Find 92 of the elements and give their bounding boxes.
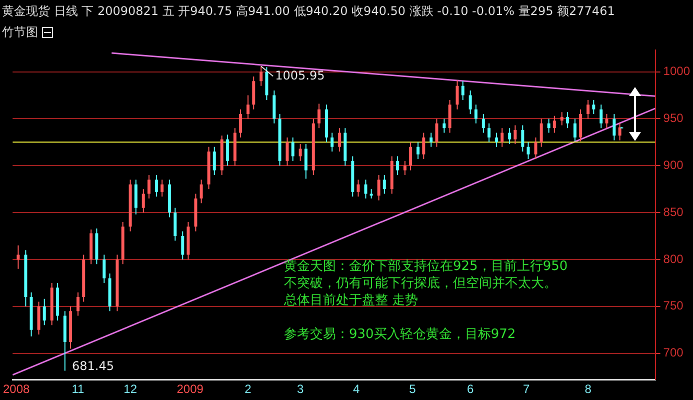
candlestick <box>586 99 590 120</box>
candlestick <box>226 134 229 166</box>
candlestick <box>468 90 472 115</box>
candlestick <box>265 66 268 100</box>
x-tick-label: 12 <box>124 382 138 396</box>
candlestick <box>409 142 412 171</box>
candlestick <box>552 115 556 134</box>
candlestick <box>605 114 608 129</box>
candlestick <box>495 132 498 148</box>
candlestick <box>42 298 46 326</box>
annotation: 黄金天图：金价下部支持位在925，目前上行950 <box>284 258 568 275</box>
candlestick <box>600 104 603 129</box>
candlestick <box>430 132 433 148</box>
candlestick <box>364 179 368 199</box>
annotation: 不突破，仍有可能下行探底，但空间并不太大。 <box>284 275 558 292</box>
annotation: 总体目前处于盘整 走势 <box>284 292 420 309</box>
x-tick-label: 6 <box>467 382 474 396</box>
x-tick-label: 2008 <box>2 382 30 396</box>
x-tick-label: 11 <box>72 382 85 396</box>
candlestick <box>500 128 504 148</box>
candlestick <box>37 301 40 336</box>
candlestick <box>212 146 216 176</box>
candlestick <box>435 118 438 148</box>
candlestick <box>442 118 446 134</box>
candlestick <box>612 114 616 141</box>
chart-subtitle: 竹节图 <box>2 24 38 41</box>
x-tick-label: 7 <box>523 382 530 396</box>
candlestick <box>338 128 342 152</box>
x-tick-label: 8 <box>584 382 592 396</box>
candlestick <box>147 174 150 199</box>
candlestick <box>579 108 582 142</box>
x-tick-label: 2009 <box>176 382 204 396</box>
candlestick <box>318 103 321 129</box>
candlestick <box>200 179 203 204</box>
candlestick <box>396 156 399 176</box>
candlestick <box>592 99 596 115</box>
candlestick <box>482 114 485 134</box>
candlestick <box>16 244 20 270</box>
candlestick <box>356 179 360 198</box>
candlestick <box>134 179 138 215</box>
candlestick <box>461 80 464 100</box>
candlestick <box>448 99 452 134</box>
x-tick-label: 2 <box>244 382 252 396</box>
candlestick <box>298 144 302 162</box>
candlestick <box>181 230 184 260</box>
candlestick <box>174 207 177 242</box>
candlestick <box>540 118 543 148</box>
candlestick <box>382 174 386 194</box>
y-tick-label: 950 <box>663 111 684 126</box>
candlestick <box>102 254 106 284</box>
candlestick <box>246 94 250 120</box>
annotation: 681.45 <box>72 359 114 373</box>
candlestick <box>154 174 158 198</box>
y-tick-label: 900 <box>663 158 684 172</box>
candlestick <box>416 142 420 160</box>
y-tick-label: 700 <box>663 346 684 360</box>
candlestick <box>566 112 569 129</box>
candlestick <box>422 132 426 160</box>
candlestick <box>239 108 242 138</box>
chart-title: 黄金现货 日线 下 20090821 五 开940.75 高941.00 低940.20 收940.50 涨跌 -0.10 -0.01% 量295 额277461 <box>2 3 615 20</box>
candlestick <box>534 136 538 160</box>
candlestick <box>252 76 256 110</box>
y-tick-label: 1000 <box>663 64 690 78</box>
candlestick <box>304 144 308 180</box>
x-tick-label: 4 <box>353 382 360 396</box>
candlestick <box>547 118 550 134</box>
candlestick <box>286 136 289 166</box>
annotation: 参考交易：930买入轻仓黄金，目标972 <box>284 326 517 343</box>
candlestick <box>514 124 517 145</box>
x-tick-label: 3 <box>296 382 304 396</box>
candlestick <box>573 118 576 142</box>
candlestick <box>160 179 164 198</box>
y-tick-label: 850 <box>663 204 684 219</box>
y-tick-label: 800 <box>663 252 684 266</box>
candlestick <box>526 142 530 160</box>
candlestick <box>142 188 145 214</box>
y-tick-label: 750 <box>663 298 684 313</box>
candlestick <box>560 112 564 126</box>
x-tick-label: 5 <box>409 382 416 396</box>
candlestick <box>521 124 524 152</box>
candlestick <box>260 66 263 86</box>
candlestick <box>291 136 294 162</box>
candlestick <box>403 160 406 176</box>
annotation: 1005.95 <box>275 68 325 82</box>
candlestick <box>474 104 478 124</box>
candlestick <box>330 132 334 152</box>
candlestick <box>456 80 459 110</box>
candlestick <box>272 90 276 124</box>
candlestick <box>76 292 80 316</box>
candlestick <box>488 122 491 143</box>
candlestick <box>508 128 512 145</box>
candlestick <box>377 174 380 201</box>
